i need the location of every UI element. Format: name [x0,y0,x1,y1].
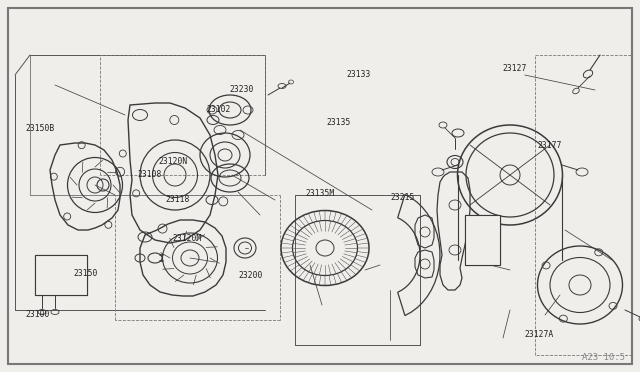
Text: 23150: 23150 [74,269,98,278]
Text: 23120N: 23120N [159,157,188,166]
Bar [465,215,500,265]
Text: 23118: 23118 [165,195,189,203]
Bar [465,215,500,265]
Text: 23135: 23135 [326,118,351,127]
Text: 23150B: 23150B [26,124,55,133]
Text: 23133: 23133 [347,70,371,79]
Bar [35,255,87,295]
Text: 23127A: 23127A [525,330,554,339]
Text: 23177: 23177 [538,141,562,150]
Text: 23200: 23200 [238,271,262,280]
Text: 23135M: 23135M [306,189,335,198]
Text: 23127: 23127 [502,64,527,73]
Text: A23 10.5: A23 10.5 [582,353,625,362]
Text: 23215: 23215 [390,193,415,202]
Text: 23102: 23102 [206,105,230,114]
Text: 23120M: 23120M [173,234,202,243]
Text: 23108: 23108 [138,170,162,179]
Text: 23100: 23100 [26,310,50,319]
Text: 23230: 23230 [229,85,253,94]
Bar [35,255,87,295]
